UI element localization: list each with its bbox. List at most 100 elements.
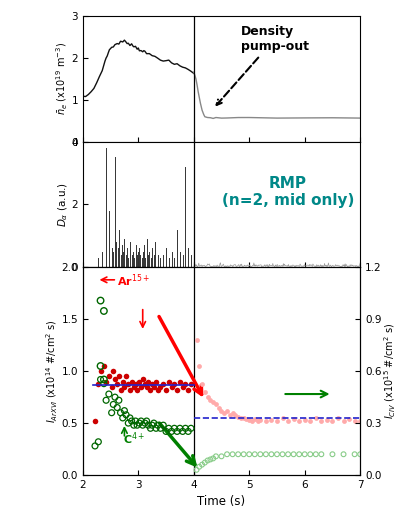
Point <box>206 396 213 405</box>
Point <box>138 383 144 391</box>
Point <box>147 424 153 432</box>
Point <box>141 419 148 428</box>
Point <box>195 462 202 471</box>
Point <box>345 415 351 423</box>
Point <box>136 419 142 428</box>
Point <box>185 427 191 435</box>
Point <box>323 416 330 424</box>
Point <box>136 377 142 386</box>
Point <box>218 407 224 415</box>
Point <box>201 388 208 396</box>
Point <box>284 417 291 425</box>
Point <box>157 424 164 432</box>
Point <box>121 407 127 415</box>
Point <box>173 386 180 394</box>
Point <box>312 414 318 422</box>
Point <box>150 383 157 391</box>
Point <box>108 383 115 391</box>
Point <box>159 379 166 388</box>
Point <box>290 415 296 423</box>
Point <box>351 417 357 425</box>
Point <box>209 454 216 462</box>
Point <box>133 421 140 430</box>
Point <box>114 379 120 388</box>
Point <box>187 424 194 432</box>
Point <box>115 372 122 381</box>
Point <box>123 411 129 419</box>
Point <box>102 396 109 405</box>
Point <box>356 417 363 425</box>
Point <box>198 379 205 388</box>
Point <box>328 450 335 458</box>
Point <box>242 415 249 423</box>
Point <box>339 417 346 425</box>
Point <box>147 386 153 394</box>
Point <box>198 460 205 469</box>
Point <box>226 411 233 419</box>
Point <box>256 450 263 458</box>
Point <box>154 386 161 394</box>
Point <box>91 442 98 450</box>
Point <box>237 414 244 422</box>
Point <box>91 417 98 425</box>
Point <box>97 375 104 384</box>
Point <box>256 416 263 424</box>
Point <box>212 452 219 460</box>
X-axis label: Time (s): Time (s) <box>197 495 245 508</box>
Point <box>102 377 109 386</box>
Point <box>204 456 210 465</box>
Point <box>117 386 123 394</box>
Point <box>278 450 285 458</box>
Point <box>100 379 107 388</box>
Point <box>162 386 169 394</box>
Point <box>234 450 241 458</box>
Point <box>317 450 324 458</box>
Point <box>152 377 159 386</box>
Point <box>125 419 131 428</box>
Point <box>105 372 112 381</box>
Point <box>215 404 221 412</box>
Point <box>273 417 280 425</box>
Y-axis label: $D_\alpha$ (a.u.): $D_\alpha$ (a.u.) <box>56 182 70 227</box>
Text: C$^{4+}$: C$^{4+}$ <box>122 431 145 447</box>
Point <box>240 450 247 458</box>
Point <box>187 379 194 388</box>
Point <box>262 417 268 425</box>
Text: Density
pump-out: Density pump-out <box>216 25 308 105</box>
Point <box>123 372 129 381</box>
Point <box>201 458 208 467</box>
Point <box>145 421 151 430</box>
Point <box>162 427 169 435</box>
Point <box>100 307 107 315</box>
Point <box>229 409 235 417</box>
Point <box>223 450 230 458</box>
Point <box>339 450 346 458</box>
Point <box>251 415 257 423</box>
Point <box>176 424 183 432</box>
Point <box>110 367 116 375</box>
Point <box>231 411 238 419</box>
Point <box>95 437 102 446</box>
Point <box>179 427 185 435</box>
Point <box>206 455 213 464</box>
Point <box>126 414 133 422</box>
Text: Ar$^{15+}$: Ar$^{15+}$ <box>117 273 150 290</box>
Point <box>112 393 118 401</box>
Point <box>278 414 285 422</box>
Point <box>306 450 313 458</box>
Point <box>100 362 107 370</box>
Point <box>152 424 159 432</box>
Point <box>301 450 307 458</box>
Y-axis label: $I_{ArXVI}$ (x10$^{14}$ #/cm$^2$ s): $I_{ArXVI}$ (x10$^{14}$ #/cm$^2$ s) <box>45 319 60 423</box>
Point <box>115 396 122 405</box>
Point <box>351 450 357 458</box>
Text: Time (s): Time (s) <box>233 272 275 282</box>
Point <box>117 409 123 417</box>
Point <box>182 424 188 432</box>
Point <box>193 336 199 344</box>
Point <box>165 424 172 432</box>
Point <box>176 377 183 386</box>
Point <box>168 427 174 435</box>
Point <box>149 379 155 388</box>
Point <box>168 383 174 391</box>
